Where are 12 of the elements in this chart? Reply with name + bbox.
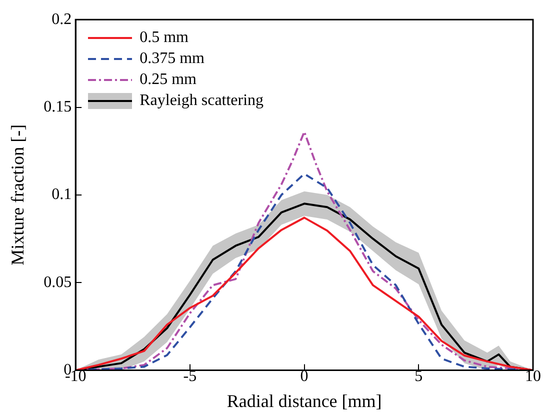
x-axis-title: Radial distance [mm] bbox=[226, 390, 382, 411]
y-tick-label: 0.1 bbox=[52, 186, 72, 204]
legend-label: Rayleigh scattering bbox=[140, 92, 264, 110]
y-tick-label: 0.15 bbox=[44, 98, 72, 116]
x-tick-label: 10 bbox=[525, 368, 541, 386]
y-tick-label: 0.05 bbox=[44, 274, 72, 291]
legend-label: 0.25 mm bbox=[140, 71, 196, 90]
y-axis-title: Mixture fraction [-] bbox=[8, 124, 28, 266]
legend-label: 0.5 mm bbox=[140, 29, 188, 48]
x-tick-label: 0 bbox=[300, 368, 308, 386]
y-tick-label: 0.2 bbox=[52, 10, 72, 28]
legend-label: 0.375 mm bbox=[140, 50, 204, 68]
